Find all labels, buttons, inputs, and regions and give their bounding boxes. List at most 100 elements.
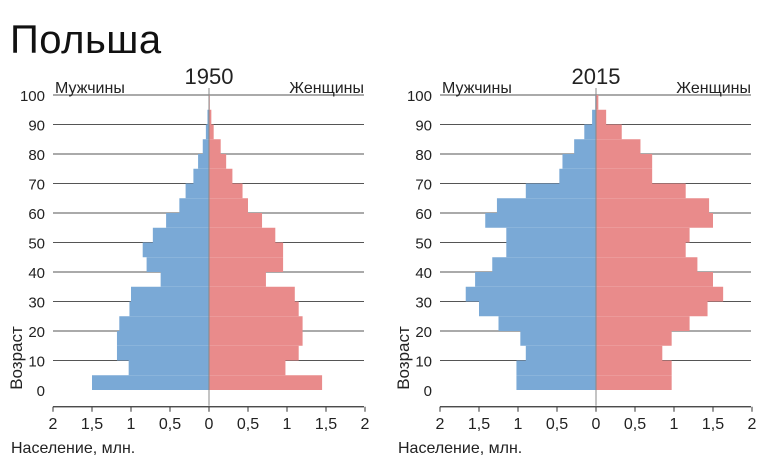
x-tick-label: 2 [436,416,445,433]
male-bar [146,257,209,272]
female-bar [209,316,303,331]
female-bar [209,286,295,302]
male-bar [516,375,596,390]
female-bar [596,301,708,317]
y-tick-label: 100 [407,88,432,105]
male-bar [193,168,209,184]
male-bar [496,198,596,213]
y-tick-label: 100 [20,88,45,105]
female-bar [209,168,233,184]
female-bar [596,154,653,169]
male-bar [584,124,596,140]
female-bar [209,139,221,154]
male-bar [116,331,209,346]
male-bar [525,183,596,199]
male-bar [152,227,209,243]
x-tick-label: 1 [127,416,136,433]
year-label: 2015 [572,64,621,89]
female-bar [209,331,303,346]
female-bar [596,95,599,110]
pyramid-2015: 2 1,5 1 0,5 0 0,5 1 1,5 2 Население, млн. 0 10 20 30 4… [394,64,757,457]
female-bar [596,242,686,258]
female-bar [596,360,672,376]
male-bar [207,109,209,125]
male-bar [592,109,596,125]
y-tick-label: 80 [415,147,432,164]
y-tick-label: 40 [415,265,432,282]
female-bar [209,227,276,243]
x-tick-label: 1 [514,416,523,433]
x-tick-label: 2 [49,416,58,433]
male-bar [520,331,596,346]
y-tick-label: 60 [415,206,432,223]
female-label: Женщины [676,80,751,97]
male-bar [179,198,209,213]
x-tick-label: 2 [361,416,370,433]
male-bar [525,345,596,361]
male-bar [116,345,209,361]
y-tick-label: 70 [28,177,45,194]
female-bar [209,272,266,287]
female-bar [209,345,299,361]
male-label: Мужчины [442,80,512,97]
x-tick-label: 1,5 [81,416,103,433]
male-bar [506,242,596,258]
y-tick-label: 50 [415,236,432,253]
male-bar [92,375,209,390]
x-tick-label: 0 [205,416,214,433]
male-bar [506,227,596,243]
y-axis-title: Возраст [7,326,26,390]
x-tick-label: 1,5 [315,416,337,433]
y-tick-label: 20 [28,324,45,341]
male-bar [562,154,596,169]
x-tick-label: 0,5 [159,416,181,433]
y-tick-label: 60 [28,206,45,223]
pyramid-1950: 2 1,5 1 0,5 0 0,5 1 1,5 2 Население, млн. 0 10 20 30 4… [7,64,370,457]
female-bar [596,286,724,302]
female-bar [596,257,698,272]
male-bar [574,139,596,154]
female-bar [596,272,713,287]
y-tick-label: 20 [415,324,432,341]
female-bar [209,198,248,213]
male-bar [479,301,596,317]
x-tick-label: 1 [670,416,679,433]
female-label: Женщины [289,80,364,97]
y-tick-label: 0 [37,383,45,400]
female-bar [596,183,686,199]
female-bar [209,375,323,390]
page-title: Польша [10,18,162,62]
male-bar [198,154,209,169]
male-bar [128,360,209,376]
y-tick-label: 10 [28,354,45,371]
female-bar [209,213,263,228]
x-axis-title: Население, млн. [398,440,522,457]
female-bar [209,109,212,125]
x-tick-label: 2 [748,416,757,433]
x-tick-label: 0,5 [546,416,568,433]
male-bar [202,139,209,154]
female-bar [596,345,663,361]
male-bar [119,316,209,331]
y-tick-label: 30 [28,295,45,312]
female-bar [209,183,243,199]
male-bar [166,213,209,228]
female-bar [596,124,622,140]
female-bar [209,124,214,140]
female-bar [209,301,299,317]
male-bar [475,272,596,287]
y-tick-label: 30 [415,295,432,312]
x-tick-label: 1,5 [702,416,724,433]
male-bar [142,242,209,258]
male-bar [205,124,209,140]
female-bar [596,198,710,213]
male-bar [516,360,596,376]
x-tick-label: 0 [592,416,601,433]
female-bar [596,213,713,228]
x-tick-label: 1 [283,416,292,433]
y-tick-label: 80 [28,147,45,164]
x-tick-label: 1,5 [468,416,490,433]
male-bar [465,286,596,302]
male-bar [129,301,209,317]
